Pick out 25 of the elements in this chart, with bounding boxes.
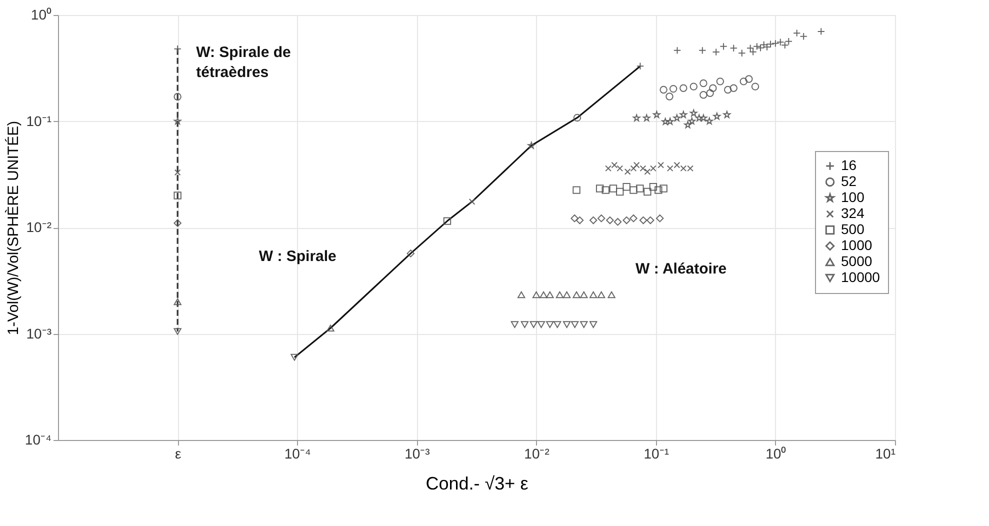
x-tick-label: 10¹ (875, 446, 896, 462)
legend-label: 10000 (841, 269, 880, 285)
x-tick-label: 10⁻² (524, 446, 550, 462)
y-tick-label: 10⁻¹ (26, 112, 52, 129)
legend-label: 52 (841, 173, 857, 189)
x-tick-label: 10⁻¹ (644, 446, 670, 462)
y-tick-label: 10⁰ (30, 6, 52, 22)
x-tick-label: 10⁰ (766, 446, 786, 462)
annotation: W : Aléatoire (636, 260, 727, 278)
y-tick-label: 10⁻⁴ (24, 432, 52, 448)
x-tick-label: 10⁻⁴ (284, 446, 311, 462)
legend-label: 1000 (841, 237, 872, 253)
annotation: W: Spirale de tétraèdres (196, 44, 291, 81)
y-axis-title: 1-Vol(W)/Vol(SPHÈRE UNITÉE) (4, 120, 22, 336)
y-tick-label: 10⁻² (26, 219, 52, 235)
legend-label: 324 (841, 205, 865, 221)
annotation: W : Spirale (258, 248, 336, 265)
legend-label: 500 (841, 221, 865, 237)
x-tick-label: ε (174, 446, 182, 462)
y-tick-label: 10⁻³ (26, 325, 52, 342)
legend-label: 5000 (841, 253, 872, 269)
x-tick-label: 10⁻³ (404, 446, 430, 462)
legend-label: 100 (841, 189, 865, 205)
legend-label: 16 (841, 157, 857, 173)
x-axis-title: Cond.- √3+ ε (426, 474, 528, 494)
